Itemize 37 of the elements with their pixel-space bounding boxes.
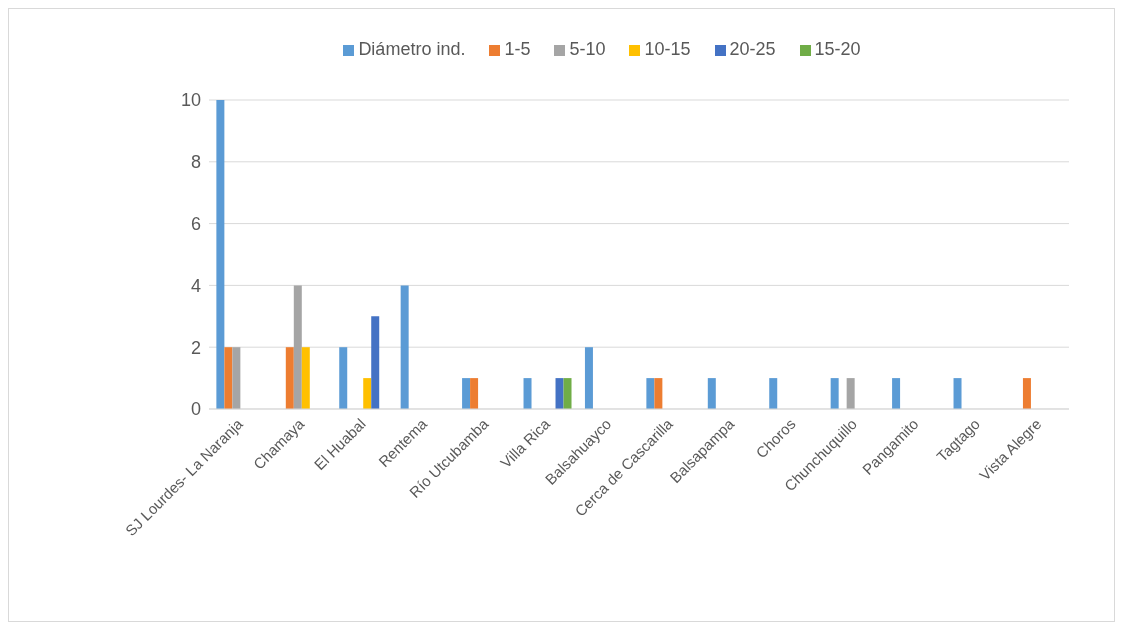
- bar: [301, 347, 310, 409]
- bar: [846, 378, 855, 409]
- legend-label: 1-5: [504, 39, 531, 59]
- bar: [555, 378, 564, 409]
- bar: [400, 285, 409, 409]
- bar: [523, 378, 532, 409]
- bar: [232, 347, 241, 409]
- bar: [953, 378, 962, 409]
- bar: [470, 378, 479, 409]
- y-tick-label: 10: [180, 90, 201, 111]
- y-tick-label: 4: [190, 275, 201, 296]
- bar: [584, 347, 593, 409]
- bar: [707, 378, 716, 409]
- bar: [339, 347, 348, 409]
- legend-label: Diámetro ind.: [358, 39, 466, 59]
- bar: [1022, 378, 1031, 409]
- bar: [769, 378, 778, 409]
- y-tick-label: 8: [190, 152, 201, 173]
- bar: [892, 378, 901, 409]
- bar: [293, 285, 302, 409]
- bar: [363, 378, 372, 409]
- bar: [371, 316, 380, 409]
- bar: [830, 378, 839, 409]
- y-tick-label: 6: [190, 213, 201, 234]
- bar: [646, 378, 655, 409]
- bar: [224, 347, 233, 409]
- legend-label: 10-15: [644, 39, 691, 59]
- legend-label: 20-25: [729, 39, 776, 59]
- y-tick-label: 2: [190, 337, 201, 358]
- bar: [285, 347, 294, 409]
- bar: [462, 378, 471, 409]
- bar: [654, 378, 663, 409]
- bar: [563, 378, 572, 409]
- bar: [216, 100, 225, 409]
- legend-label: 15-20: [814, 39, 861, 59]
- legend-label: 5-10: [569, 39, 606, 59]
- y-tick-label: 0: [190, 399, 201, 420]
